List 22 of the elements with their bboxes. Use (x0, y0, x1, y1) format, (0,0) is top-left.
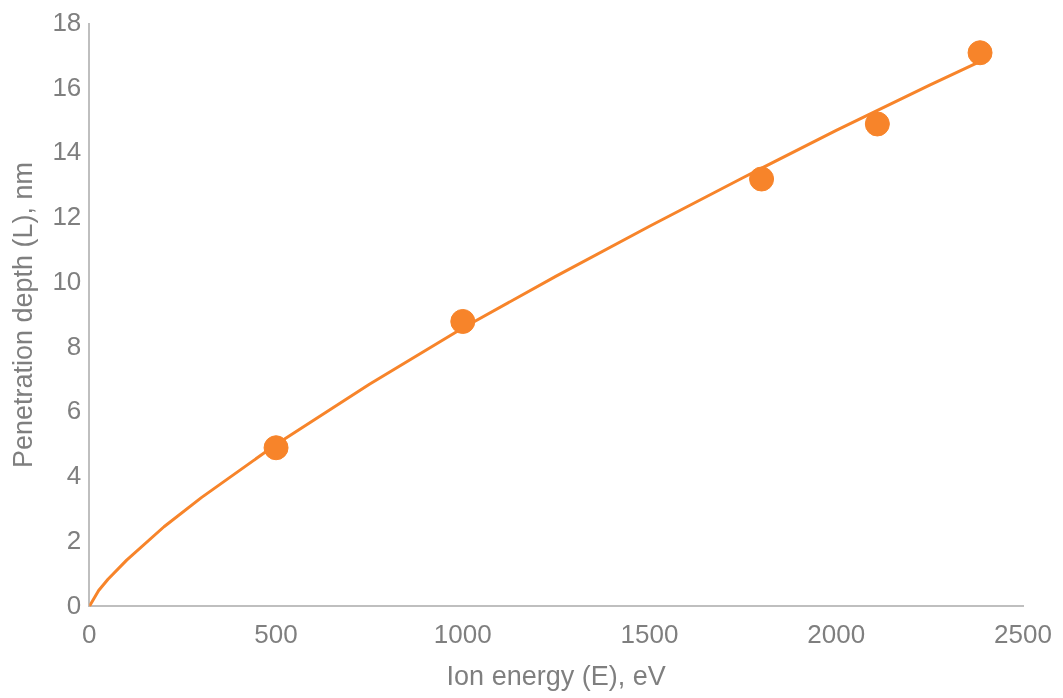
x-axis-title: Ion energy (E), eV (446, 661, 666, 692)
y-tick-label: 0 (66, 589, 82, 620)
x-tick-label: 2000 (807, 619, 866, 650)
y-tick-label: 12 (52, 201, 82, 232)
y-tick-label: 6 (66, 395, 82, 426)
y-tick-label: 10 (52, 265, 82, 296)
y-tick-label: 8 (66, 330, 82, 361)
y-tick-label: 2 (66, 524, 82, 555)
y-tick-label: 18 (52, 6, 82, 37)
y-tick-label: 4 (66, 460, 82, 491)
point (263, 435, 289, 461)
y-axis-title: Penetration depth (L), nm (7, 161, 38, 469)
point (864, 111, 890, 137)
point (749, 166, 775, 192)
x-tick-label: 500 (254, 619, 298, 650)
y-tick-label: 14 (52, 136, 82, 167)
y-tick-label: 16 (52, 71, 82, 102)
x-tick-label: 1500 (620, 619, 679, 650)
point (967, 40, 993, 66)
point (450, 308, 476, 334)
x-tick-label: 1000 (433, 619, 492, 650)
x-tick-label: 2500 (994, 619, 1052, 650)
